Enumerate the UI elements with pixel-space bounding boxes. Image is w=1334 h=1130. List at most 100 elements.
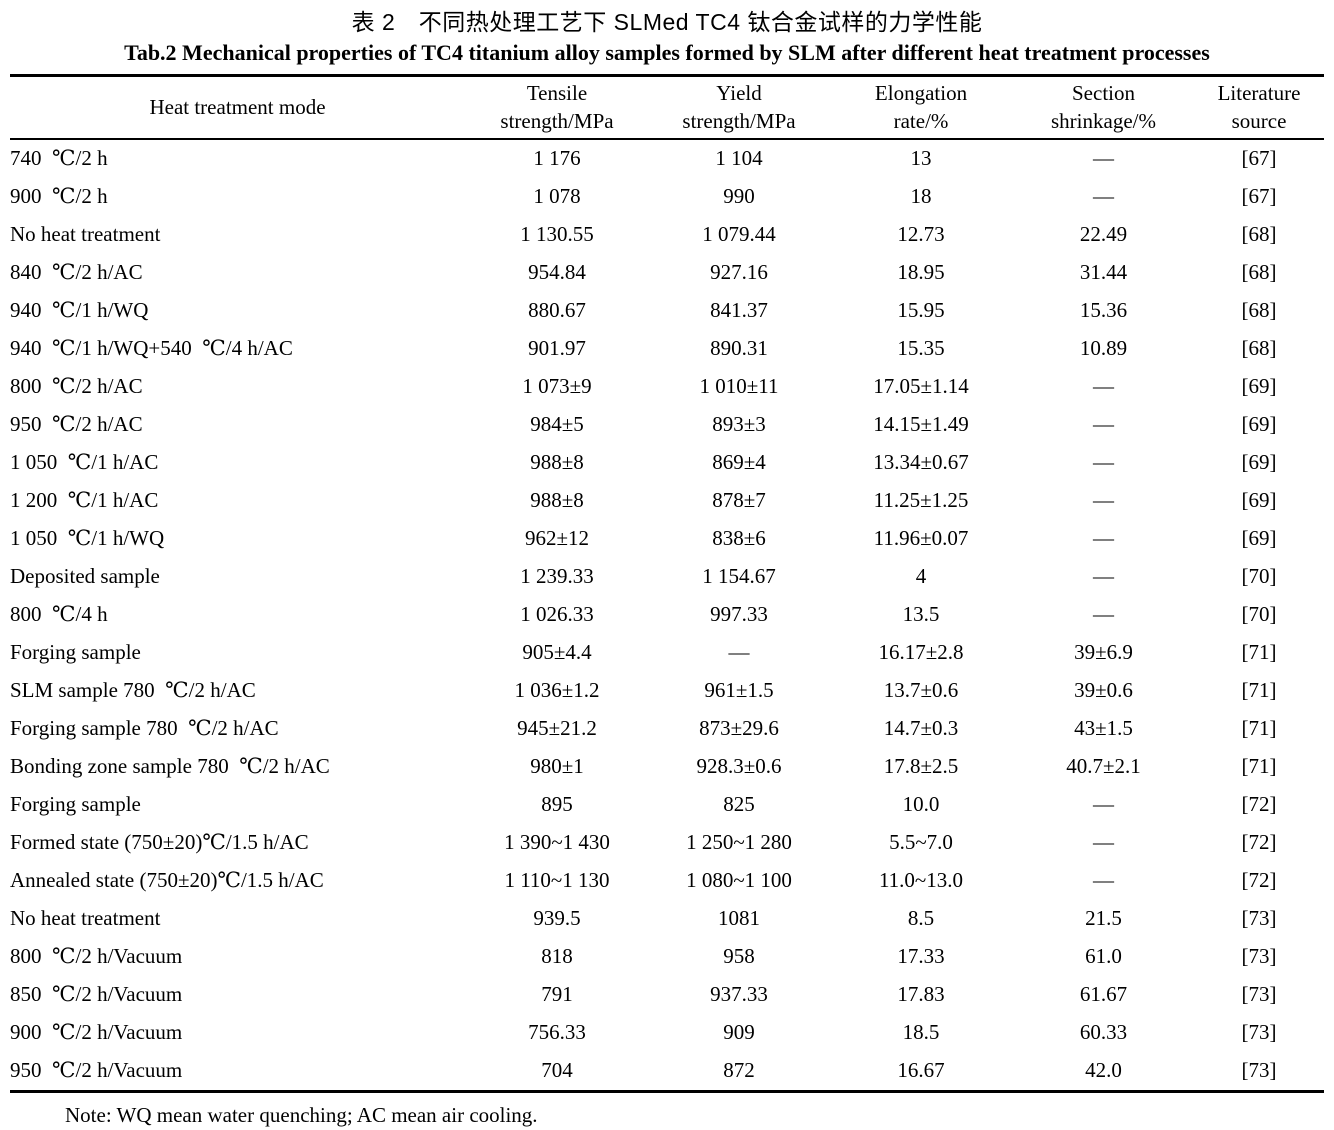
value-cell: [72]	[1241, 830, 1277, 854]
heat-treatment-cell: 840 ℃/2 h/AC	[10, 260, 143, 284]
value-cell: [70]	[1241, 564, 1277, 588]
value-cell: 905±4.4	[522, 640, 592, 664]
header-heat-treatment-mode: Heat treatment mode	[10, 76, 465, 139]
table-row: Formed state (750±20)℃/1.5 h/AC 1 390~1 4…	[10, 824, 1324, 862]
value-cell: 1 104	[715, 146, 763, 170]
value-cell: 841.37	[710, 298, 768, 322]
value-cell: [73]	[1241, 944, 1277, 968]
value-cell: 4	[915, 564, 927, 588]
value-cell: [72]	[1241, 868, 1277, 892]
value-cell: [69]	[1241, 374, 1277, 398]
table-row: 800 ℃/2 h/AC 1 073±9 1 010±11 17.05±1.14 — [6…	[10, 368, 1324, 406]
header-label-line2: strength/MPa	[682, 109, 796, 134]
value-cell: 954.84	[528, 260, 586, 284]
table-row: 1 050 ℃/1 h/AC 988±8 869±4 13.34±0.67 — [69]	[10, 444, 1324, 482]
heat-treatment-cell: 1 050 ℃/1 h/AC	[10, 450, 159, 474]
value-cell: 945±21.2	[517, 716, 597, 740]
value-cell: 1081	[718, 906, 760, 930]
heat-treatment-cell: Forging sample	[10, 640, 141, 664]
value-cell: 8.5	[907, 906, 935, 930]
value-cell: 984±5	[530, 412, 584, 436]
value-cell: —	[1093, 830, 1114, 854]
table-body: 740 ℃/2 h 1 176 1 104 13 — [67] 900 ℃/2 h 1 078…	[10, 139, 1324, 1092]
header-label: Heat treatment mode	[149, 95, 326, 120]
value-cell: 1 073±9	[522, 374, 592, 398]
value-cell: 42.0	[1085, 1058, 1122, 1082]
value-cell: 15.95	[897, 298, 945, 322]
heat-treatment-cell: 850 ℃/2 h/Vacuum	[10, 982, 183, 1006]
table-row: 940 ℃/1 h/WQ+540 ℃/4 h/AC 901.97 890.31 15.…	[10, 330, 1324, 368]
value-cell: [69]	[1241, 488, 1277, 512]
value-cell: 40.7±2.1	[1066, 754, 1141, 778]
value-cell: 988±8	[530, 450, 584, 474]
heat-treatment-cell: Forging sample	[10, 792, 141, 816]
value-cell: 997.33	[710, 602, 768, 626]
value-cell: [68]	[1241, 298, 1277, 322]
header-label: Literature	[1217, 81, 1301, 106]
value-cell: 43±1.5	[1074, 716, 1133, 740]
value-cell: 17.8±2.5	[883, 754, 959, 778]
mechanical-properties-table: Heat treatment mode Tensile strength/MPa…	[10, 74, 1324, 1093]
value-cell: —	[1093, 868, 1114, 892]
value-cell: 39±6.9	[1074, 640, 1133, 664]
table-title-zh: 表 2 不同热处理工艺下 SLMed TC4 钛合金试样的力学性能	[351, 9, 983, 35]
value-cell: [73]	[1241, 982, 1277, 1006]
value-cell: 13	[910, 146, 932, 170]
value-cell: —	[1093, 602, 1114, 626]
value-cell: —	[1093, 564, 1114, 588]
value-cell: [70]	[1241, 602, 1277, 626]
heat-treatment-cell: 950 ℃/2 h/AC	[10, 412, 143, 436]
table-row: 740 ℃/2 h 1 176 1 104 13 — [67]	[10, 139, 1324, 178]
value-cell: 961±1.5	[704, 678, 774, 702]
value-cell: —	[1093, 526, 1114, 550]
value-cell: 895	[541, 792, 573, 816]
value-cell: 22.49	[1079, 222, 1128, 246]
table-header: Heat treatment mode Tensile strength/MPa…	[10, 76, 1324, 139]
value-cell: [67]	[1241, 146, 1277, 170]
table-row: Bonding zone sample 780 ℃/2 h/AC 980±1 928…	[10, 748, 1324, 786]
heat-treatment-cell: No heat treatment	[10, 222, 161, 246]
heat-treatment-cell: 900 ℃/2 h/Vacuum	[10, 1020, 183, 1044]
value-cell: 13.5	[902, 602, 940, 626]
value-cell: —	[1093, 184, 1114, 208]
table-note: Note: WQ mean water quenching; AC mean a…	[65, 1102, 538, 1127]
value-cell: 958	[723, 944, 755, 968]
value-cell: 791	[541, 982, 573, 1006]
value-cell: 1 110~1 130	[504, 868, 610, 892]
value-cell: 1 130.55	[520, 222, 594, 246]
heat-treatment-cell: 900 ℃/2 h	[10, 184, 108, 208]
header-literature-source: Literature source	[1194, 76, 1324, 139]
value-cell: [68]	[1241, 260, 1277, 284]
value-cell: 818	[541, 944, 573, 968]
value-cell: [73]	[1241, 1058, 1277, 1082]
value-cell: 14.7±0.3	[883, 716, 959, 740]
value-cell: [68]	[1241, 336, 1277, 360]
value-cell: 61.0	[1085, 944, 1122, 968]
value-cell: 13.7±0.6	[883, 678, 959, 702]
value-cell: 988±8	[530, 488, 584, 512]
value-cell: [71]	[1241, 640, 1277, 664]
header-label: Tensile	[526, 81, 588, 106]
heat-treatment-cell: No heat treatment	[10, 906, 161, 930]
header-section-shrinkage: Section shrinkage/%	[1013, 76, 1194, 139]
value-cell: 901.97	[528, 336, 586, 360]
table-row: Annealed state (750±20)℃/1.5 h/AC 1 110~1…	[10, 862, 1324, 900]
value-cell: [67]	[1241, 184, 1277, 208]
value-cell: —	[1093, 488, 1114, 512]
value-cell: 16.17±2.8	[878, 640, 964, 664]
value-cell: 838±6	[712, 526, 766, 550]
header-label: Section	[1072, 81, 1135, 106]
value-cell: 18.95	[897, 260, 945, 284]
value-cell: 12.73	[897, 222, 945, 246]
value-cell: 10.89	[1079, 336, 1128, 360]
value-cell: 704	[541, 1058, 573, 1082]
value-cell: 21.5	[1085, 906, 1122, 930]
value-cell: 1 010±11	[699, 374, 779, 398]
value-cell: 825	[723, 792, 755, 816]
value-cell: [69]	[1241, 450, 1277, 474]
heat-treatment-cell: Bonding zone sample 780 ℃/2 h/AC	[10, 754, 330, 778]
table-row: 1 050 ℃/1 h/WQ 962±12 838±6 11.96±0.07 — [69]	[10, 520, 1324, 558]
table-row: 800 ℃/2 h/Vacuum 818 958 17.33 61.0 [73]	[10, 938, 1324, 976]
heat-treatment-cell: Annealed state (750±20)℃/1.5 h/AC	[10, 868, 324, 892]
value-cell: 1 026.33	[520, 602, 594, 626]
